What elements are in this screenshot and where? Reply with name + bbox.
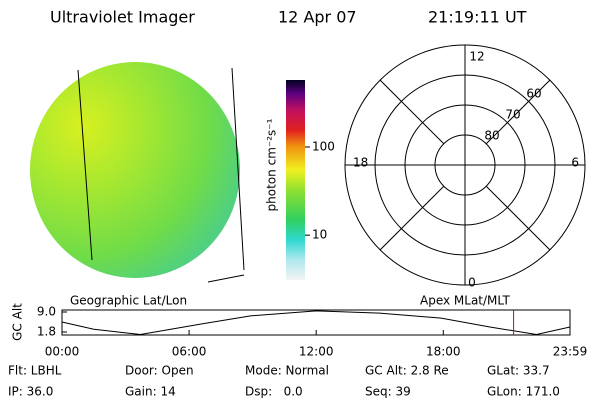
x-tick-label: 18:00 (426, 345, 461, 359)
x-tick-label: 06:00 (172, 345, 207, 359)
status-field: GC Alt: 2.8 Re (365, 364, 449, 378)
status-field: IP: 36.0 (8, 385, 53, 399)
mlt-diagonal (485, 185, 551, 251)
status-field: Dsp: 0.0 (245, 385, 303, 399)
mlt-diagonal (379, 79, 445, 145)
colorbar (286, 80, 305, 280)
x-tick-label: 23:59 (553, 345, 588, 359)
mlt-diagonal (485, 79, 551, 145)
mlt-label: 12 (469, 50, 484, 64)
status-field: Seq: 39 (365, 385, 411, 399)
lat-ring-label: 70 (505, 108, 520, 122)
date: 12 Apr 07 (278, 8, 357, 27)
mlt-diagonal (379, 185, 445, 251)
map-lines (77, 67, 245, 283)
time: 21:19:11 UT (428, 8, 527, 27)
alt-ylabel: GC Alt (11, 303, 25, 341)
alt-curve (61, 310, 571, 336)
lat-ring-label: 80 (484, 129, 499, 143)
status-field: GLon: 171.0 (487, 385, 560, 399)
x-tick-label: 12:00 (299, 345, 334, 359)
status-field: Gain: 14 (125, 385, 176, 399)
status-field: Flt: LBHL (8, 364, 62, 378)
colorbar-ticks: 10 100 (305, 139, 335, 242)
alt-plot: 9.0 1.8 00:00 06:00 12:00 18:00 23:59 (37, 305, 587, 359)
mlt-label: 18 (353, 156, 368, 170)
footer: Flt: LBHL Door: Open Mode: Normal GC Alt: 2… (8, 364, 560, 399)
x-tick-label: 00:00 (45, 345, 80, 359)
colorbar-tick-label: 100 (312, 139, 335, 153)
mlt-label: 6 (571, 156, 579, 170)
earth-image (30, 62, 240, 278)
status-field: Door: Open (125, 364, 194, 378)
left-label: Geographic Lat/Lon (70, 294, 187, 308)
y-tick-label: 9.0 (37, 305, 56, 319)
right-label: Apex MLat/MLT (420, 294, 510, 308)
status-field: GLat: 33.7 (487, 364, 550, 378)
instrument: Ultraviolet Imager (50, 8, 195, 27)
mlt-label: 0 (468, 276, 476, 290)
colorbar-tick-label: 10 (312, 228, 327, 242)
y-tick-label: 1.8 (37, 325, 56, 339)
lat-ring-label: 60 (526, 87, 541, 101)
colorbar-label: photon cm⁻²s⁻¹ (265, 118, 279, 211)
status-field: Mode: Normal (245, 364, 329, 378)
